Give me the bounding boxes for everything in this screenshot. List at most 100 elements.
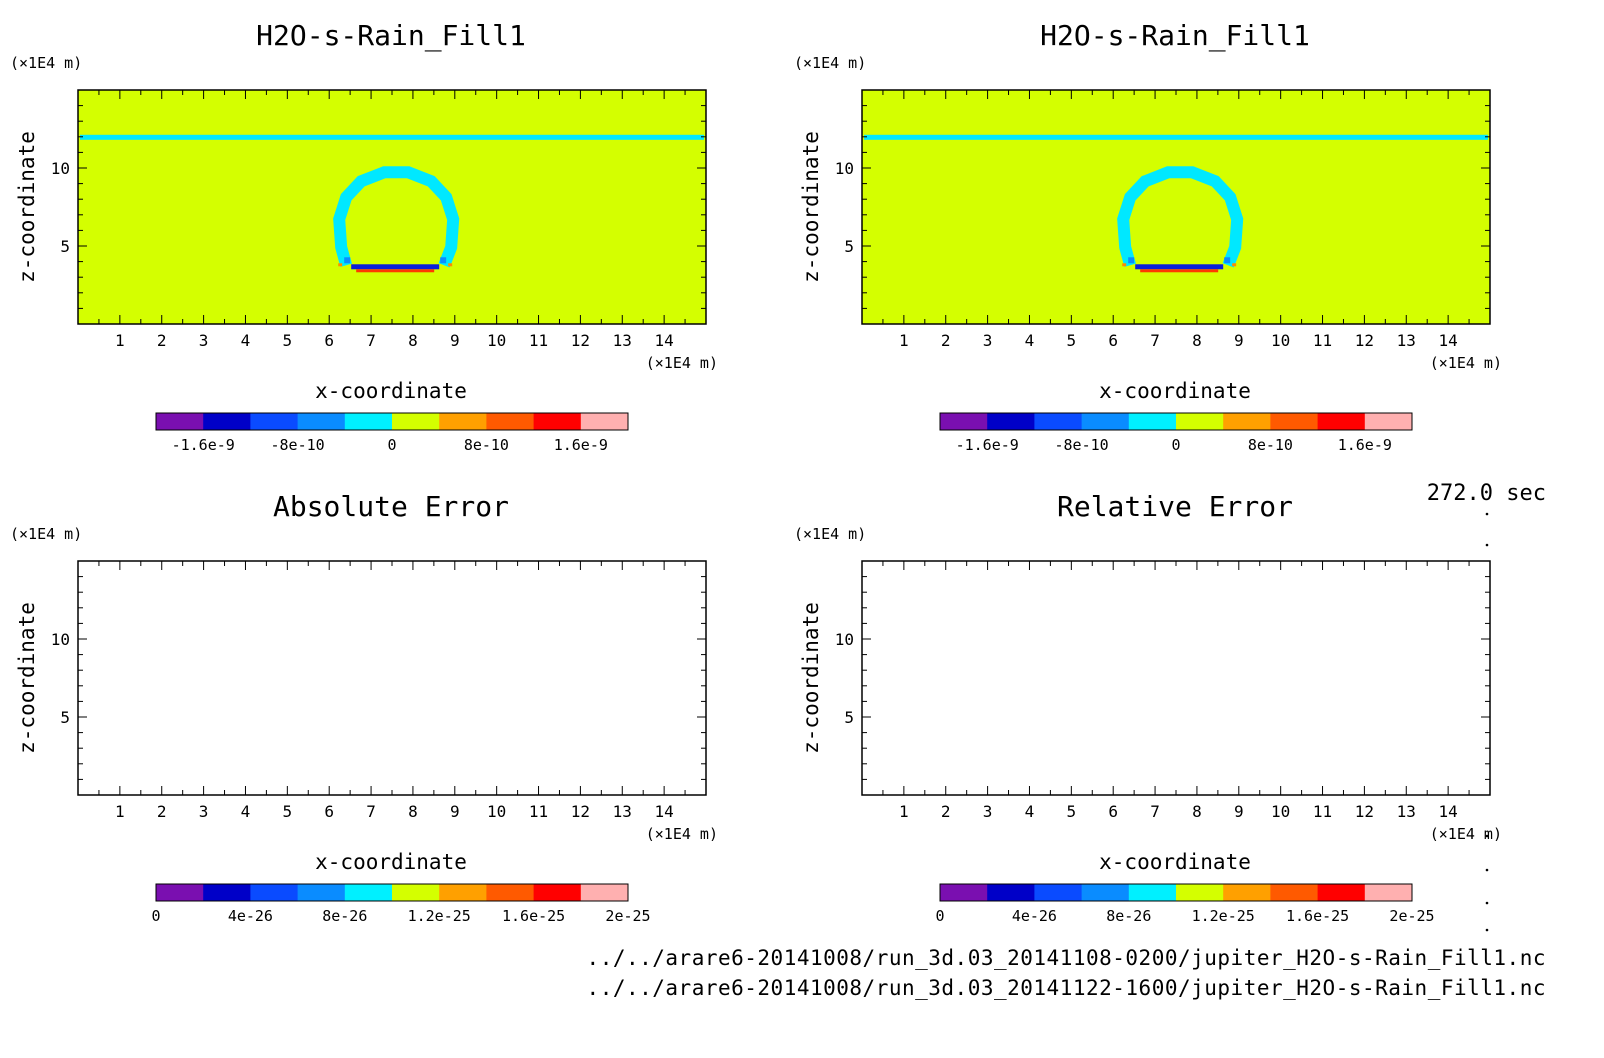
x-tick-label: 11 — [529, 802, 548, 821]
x-tick-label: 14 — [655, 802, 674, 821]
chart-panel-3: Absolute Error(×1E4 m)1 2 3 4 5 6 7 8 9 10 11 12 13 1… — [10, 490, 718, 925]
blue-dot-right — [1224, 257, 1231, 264]
chart-panel-2: H2O-s-Rain_Fill1(×1E4 m)1 2 3 4 5 6 7 8 9 10 11 12 1… — [794, 19, 1502, 454]
x-tick-label: 8 — [1192, 331, 1202, 350]
colorbar-swatch — [1176, 413, 1224, 430]
x-tick-label: 5 — [1067, 802, 1077, 821]
x-axis-label: x-coordinate — [315, 379, 467, 403]
plot-area — [78, 561, 706, 795]
colorbar-swatch — [1364, 884, 1413, 901]
x-tick-label: 9 — [450, 802, 460, 821]
x-tick-label: 14 — [1439, 802, 1458, 821]
chart-title: H2O-s-Rain_Fill1 — [256, 19, 526, 53]
colorbar-swatch — [987, 884, 1035, 901]
x-tick-label: 10 — [1271, 331, 1290, 350]
colorbar-swatch — [1081, 884, 1130, 901]
colorbar-swatch — [392, 884, 440, 901]
x-tick-label: 11 — [529, 331, 548, 350]
x-axis-label: x-coordinate — [315, 850, 467, 874]
x-unit-label: (×1E4 m) — [1430, 354, 1502, 372]
x-tick-label: 3 — [199, 331, 209, 350]
colorbar-tick-label: 4e-26 — [1012, 907, 1057, 925]
colorbar-frame — [939, 412, 1413, 431]
cyan-band — [80, 134, 704, 140]
colorbar-swatch — [297, 884, 346, 901]
plot-area — [862, 561, 1490, 795]
x-tick-label: 7 — [366, 802, 376, 821]
colorbar-swatch — [344, 413, 393, 430]
y-tick-label: 10 — [835, 630, 854, 649]
x-unit-label: (×1E4 m) — [646, 354, 718, 372]
orange-dot-left — [338, 263, 343, 267]
y-tick-label: 5 — [844, 237, 854, 256]
colorbar-swatch — [439, 413, 487, 430]
blue-dot-right — [440, 257, 447, 264]
blue-base — [351, 264, 440, 270]
x-tick-label: 12 — [1355, 331, 1374, 350]
x-tick-label: 4 — [241, 802, 251, 821]
colorbar-tick-label: 1.6e-9 — [554, 436, 608, 454]
colorbar-swatch — [580, 884, 629, 901]
y-unit-label: (×1E4 m) — [794, 525, 866, 543]
x-tick-label: 1 — [115, 331, 125, 350]
x-tick-label: 4 — [1025, 802, 1035, 821]
y-tick-label: 5 — [60, 237, 70, 256]
colorbar-tick-label: -8e-10 — [1055, 436, 1109, 454]
colorbar-tick-label: 8e-26 — [322, 907, 367, 925]
colorbar-swatch — [203, 413, 251, 430]
colorbar-tick-label: 2e-25 — [1389, 907, 1434, 925]
x-tick-label: 3 — [199, 802, 209, 821]
colorbar-swatch — [1081, 413, 1130, 430]
x-tick-label: 10 — [487, 802, 506, 821]
colorbar-tick-label: 1.2e-25 — [408, 907, 471, 925]
colorbar-swatch — [987, 413, 1035, 430]
colorbar-swatch — [1128, 413, 1177, 430]
x-tick-label: 2 — [157, 802, 167, 821]
time-label: 272.0 sec — [1426, 481, 1546, 506]
marker-dot — [1485, 512, 1489, 516]
x-tick-label: 7 — [1150, 331, 1160, 350]
marker-dot — [1485, 834, 1489, 838]
colorbar-swatch — [1364, 413, 1413, 430]
x-tick-label: 13 — [1397, 331, 1416, 350]
x-tick-label: 5 — [283, 331, 293, 350]
x-tick-label: 4 — [241, 331, 251, 350]
y-tick-label: 10 — [51, 630, 70, 649]
chart-title: Absolute Error — [273, 490, 509, 523]
colorbar: -1.6e-9 -8e-10 0 8e-10 1.6e-9 — [939, 412, 1413, 454]
colorbar-swatch — [250, 413, 299, 430]
x-tick-label: 8 — [408, 802, 418, 821]
colorbar-swatch — [250, 884, 299, 901]
colorbar: 0 4e-26 8e-26 1.2e-25 1.6e-25 2e-25 — [935, 883, 1435, 925]
colorbar-tick-label: 8e-26 — [1106, 907, 1151, 925]
y-axis-label: z-coordinate — [799, 602, 823, 754]
blue-dot-left — [344, 257, 351, 264]
colorbar: -1.6e-9 -8e-10 0 8e-10 1.6e-9 — [155, 412, 629, 454]
x-tick-label: 13 — [613, 331, 632, 350]
x-tick-label: 3 — [983, 802, 993, 821]
x-tick-label: 14 — [655, 331, 674, 350]
y-tick-label: 5 — [60, 708, 70, 727]
colorbar-swatch — [156, 884, 204, 901]
orange-dot-right — [448, 263, 453, 267]
x-tick-label: 3 — [983, 331, 993, 350]
x-unit-label: (×1E4 m) — [1430, 825, 1502, 843]
ring-feature — [1117, 166, 1244, 273]
y-unit-label: (×1E4 m) — [794, 54, 866, 72]
blue-base — [1135, 264, 1224, 270]
x-tick-label: 6 — [324, 331, 334, 350]
colorbar-swatch — [486, 884, 535, 901]
x-tick-label: 5 — [283, 802, 293, 821]
cyan-band — [864, 134, 1488, 140]
colorbar-tick-label: 1.6e-25 — [1286, 907, 1349, 925]
source-file-1: ../../arare6-20141008/run_3d.03_20141108… — [586, 946, 1546, 970]
x-tick-label: 9 — [1234, 802, 1244, 821]
x-tick-label: 10 — [487, 331, 506, 350]
x-tick-label: 7 — [1150, 802, 1160, 821]
colorbar-swatch — [1176, 884, 1224, 901]
y-tick-label: 5 — [844, 708, 854, 727]
colorbar-tick-label: 0 — [1171, 436, 1180, 454]
colorbar-swatch — [1223, 413, 1271, 430]
x-axis-label: x-coordinate — [1099, 850, 1251, 874]
colorbar-frame — [155, 412, 629, 431]
